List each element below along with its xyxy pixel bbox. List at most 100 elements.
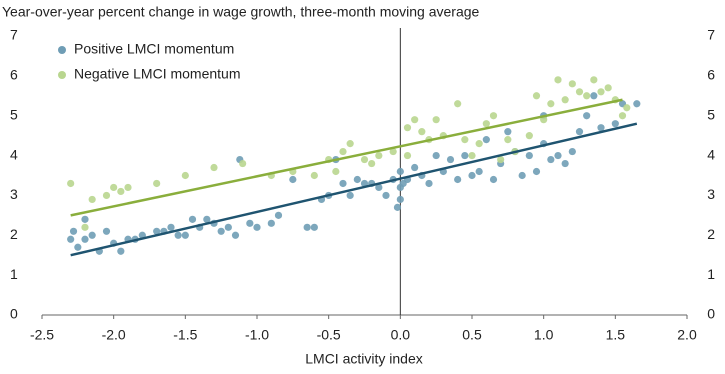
point (633, 100, 641, 108)
y-tick-label: 6 (10, 67, 18, 83)
point (597, 124, 605, 132)
point (303, 223, 311, 231)
point (497, 155, 505, 164)
point (389, 147, 397, 156)
point (110, 183, 118, 192)
x-tick-label: 0.5 (462, 327, 482, 343)
point (289, 175, 297, 184)
y2-tick-label: 7 (707, 27, 715, 43)
point (411, 163, 419, 172)
point (425, 179, 433, 188)
point (504, 128, 512, 136)
point (597, 88, 605, 96)
y2-tick-label: 3 (707, 186, 715, 202)
point (623, 104, 631, 112)
y-tick-label: 3 (10, 186, 18, 202)
point (583, 92, 591, 100)
point (117, 187, 125, 196)
point (188, 215, 197, 223)
x-tick-label: -2.5 (30, 327, 54, 343)
point (454, 175, 462, 184)
legend-label: Positive LMCI momentum (74, 41, 234, 57)
point (353, 175, 361, 184)
point (468, 151, 476, 160)
y-tick-label: 2 (10, 226, 18, 242)
point (604, 84, 612, 92)
point (360, 155, 369, 164)
y2-tick-label: 1 (707, 266, 715, 282)
x-tick-label: 0.0 (391, 327, 411, 343)
point (203, 215, 211, 223)
point (339, 147, 347, 156)
point (568, 80, 576, 88)
y-tick-label: 7 (10, 27, 18, 43)
point (561, 96, 569, 104)
point (310, 223, 318, 231)
point (461, 136, 469, 144)
point (74, 243, 82, 251)
point (310, 171, 318, 180)
point (396, 167, 404, 176)
point (253, 223, 261, 231)
point (88, 231, 96, 239)
point (153, 179, 161, 188)
point (432, 116, 440, 124)
point (346, 140, 354, 148)
point (246, 219, 254, 227)
point (532, 167, 541, 176)
legend-marker (58, 71, 66, 79)
legend-marker (58, 46, 66, 54)
x-tick-label: -0.5 (317, 327, 341, 343)
legend-label: Negative LMCI momentum (74, 66, 241, 82)
point (231, 231, 240, 239)
y-tick-label: 1 (10, 266, 18, 282)
point (411, 116, 419, 124)
y-tick-label: 0 (10, 306, 18, 322)
x-tick-label: 1.5 (606, 327, 626, 343)
point (167, 223, 175, 231)
point (375, 183, 383, 192)
y2-tick-label: 2 (707, 226, 715, 242)
point (446, 155, 455, 164)
point (382, 191, 390, 200)
point (181, 171, 189, 180)
y2-tick-label: 4 (707, 146, 715, 162)
point (81, 235, 89, 243)
point (504, 136, 512, 144)
point (69, 227, 78, 235)
point (532, 92, 541, 100)
point (81, 215, 89, 223)
point (468, 171, 476, 180)
point (368, 159, 376, 168)
point (174, 231, 182, 239)
point (518, 171, 526, 180)
point (418, 128, 426, 136)
point (575, 128, 584, 136)
point (489, 112, 498, 120)
point (81, 223, 89, 231)
point (525, 132, 533, 140)
point (210, 163, 218, 172)
point (482, 120, 490, 128)
point (224, 223, 232, 231)
point (396, 195, 404, 204)
y2-tick-label: 5 (707, 106, 715, 122)
point (454, 100, 462, 108)
point (102, 227, 111, 235)
x-tick-label: -1.0 (245, 327, 269, 343)
point (124, 183, 132, 192)
x-axis-label: LMCI activity index (305, 351, 422, 367)
point (217, 227, 225, 235)
point (583, 112, 591, 120)
point (117, 247, 125, 255)
point (482, 136, 490, 144)
point (547, 155, 555, 164)
x-tick-label: 1.0 (534, 327, 554, 343)
point (561, 159, 569, 168)
point (274, 211, 283, 219)
point (554, 151, 562, 160)
point (181, 231, 189, 239)
x-tick-label: -2.0 (102, 327, 126, 343)
y-tick-label: 4 (10, 146, 18, 162)
